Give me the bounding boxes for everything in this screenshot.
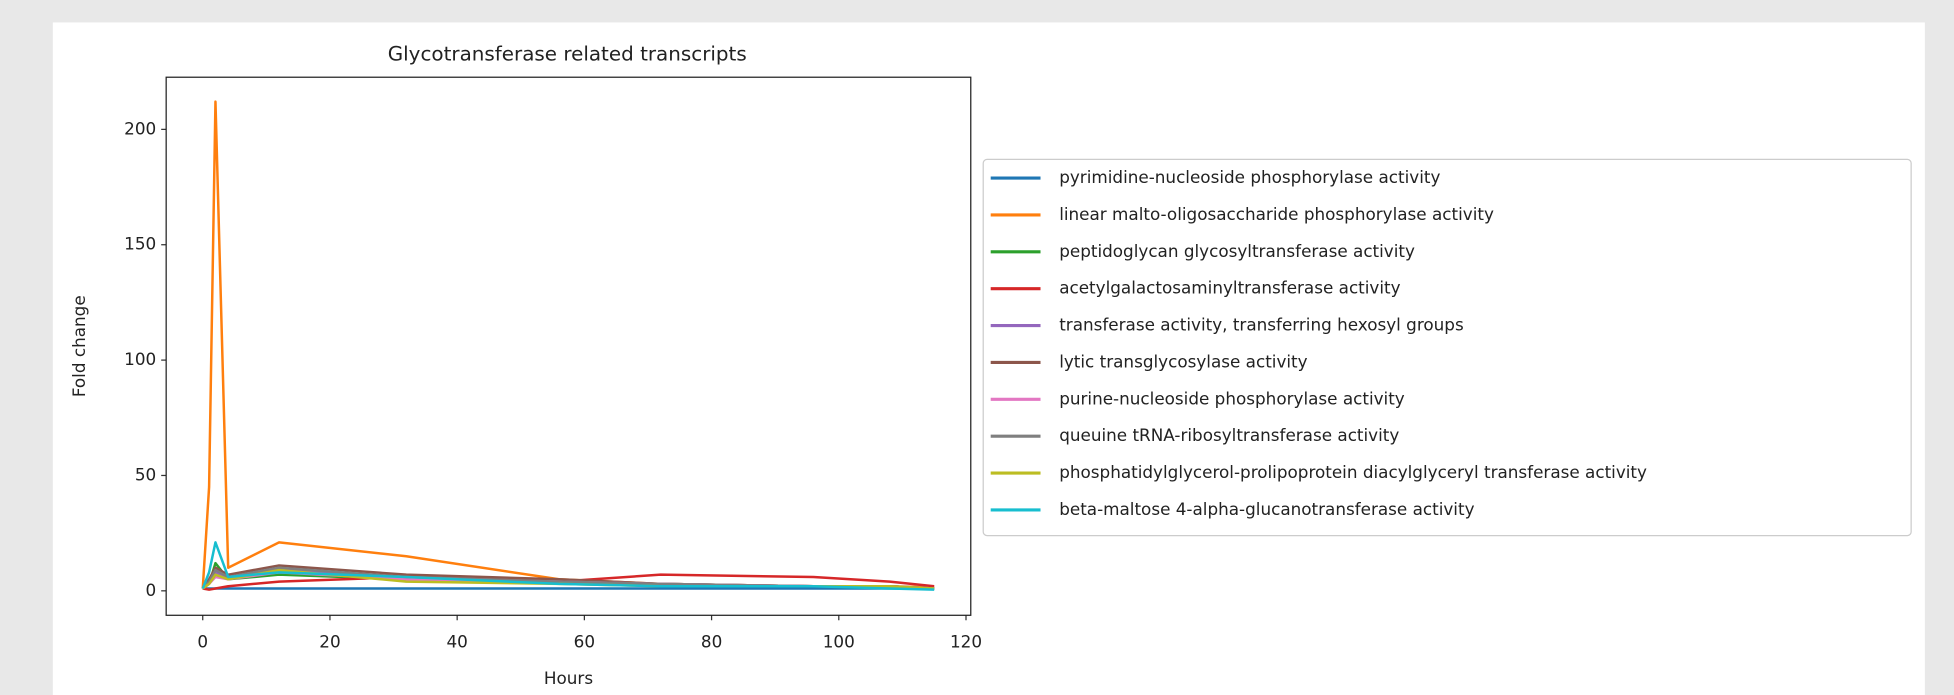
- series-line: [201, 541, 935, 591]
- legend-label: beta-maltose 4-alpha-glucanotransferase …: [1059, 499, 1474, 519]
- x-axis-label: Hours: [544, 668, 593, 688]
- y-tick-label: 150: [124, 234, 156, 254]
- x-tick-label: 20: [319, 632, 340, 652]
- x-tick-label: 120: [950, 632, 982, 652]
- legend-label: linear malto-oligosaccharide phosphoryla…: [1059, 204, 1494, 224]
- plot-frame: [165, 76, 972, 616]
- legend-label: queuine tRNA-ribosyltransferase activity: [1059, 425, 1399, 445]
- legend: pyrimidine-nucleoside phosphorylase acti…: [982, 158, 1912, 537]
- y-tick-label: 0: [146, 580, 157, 600]
- x-tick-label: 100: [823, 632, 855, 652]
- x-tick-label: 40: [446, 632, 467, 652]
- legend-label: purine-nucleoside phosphorylase activity: [1059, 388, 1405, 408]
- legend-label: acetylgalactosaminyltransferase activity: [1059, 278, 1400, 298]
- legend-label: peptidoglycan glycosyltransferase activi…: [1059, 241, 1415, 261]
- legend-label: phosphatidylglycerol-prolipoprotein diac…: [1059, 462, 1647, 482]
- legend-label: lytic transglycosylase activity: [1059, 351, 1307, 371]
- x-tick-label: 80: [701, 632, 722, 652]
- y-tick-label: 50: [135, 464, 156, 484]
- y-tick-label: 200: [124, 118, 156, 138]
- y-tick-label: 100: [124, 349, 156, 369]
- y-axis-label: Fold change: [69, 295, 89, 397]
- chart-title: Glycotransferase related transcripts: [388, 42, 747, 65]
- legend-frame: [982, 158, 1912, 537]
- x-tick-label: 0: [197, 632, 208, 652]
- legend-label: transferase activity, transferring hexos…: [1059, 315, 1464, 335]
- legend-label: pyrimidine-nucleoside phosphorylase acti…: [1059, 167, 1440, 187]
- x-tick-label: 60: [574, 632, 595, 652]
